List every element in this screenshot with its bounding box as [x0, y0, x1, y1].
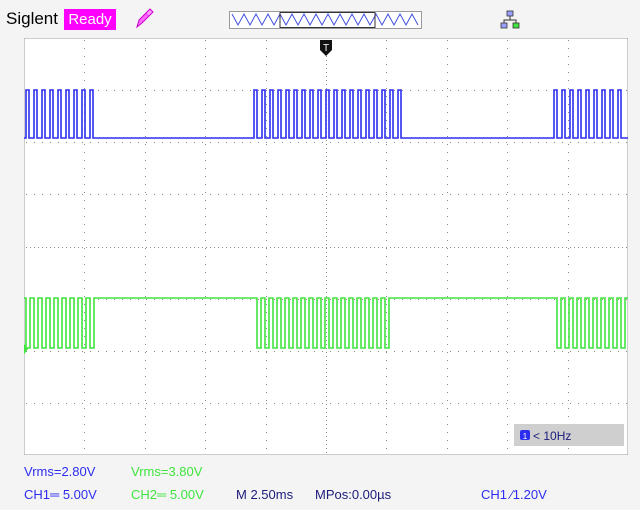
- oscilloscope-display[interactable]: T 1 2 1 < 10Hz: [24, 38, 628, 455]
- ch2-level-marker[interactable]: 2: [24, 341, 28, 357]
- memory-position[interactable]: MPos:0.00µs: [315, 487, 392, 502]
- probe-icon[interactable]: [131, 7, 155, 31]
- top-status-bar: Siglent Ready: [0, 0, 640, 36]
- ch2-waveform: [24, 297, 628, 349]
- waveform-position-strip[interactable]: [229, 11, 422, 29]
- timebase-setting[interactable]: M 2.50ms: [236, 487, 294, 502]
- network-icon: [500, 10, 520, 29]
- run-status-badge[interactable]: Ready: [64, 9, 116, 30]
- trigger-frequency-box: 1 < 10Hz: [514, 424, 624, 446]
- ch1-vrms: Vrms=2.80V: [24, 464, 96, 479]
- trigger-setting[interactable]: CH1 ∕1.20V: [481, 487, 547, 502]
- waveform-strip-icon: [231, 12, 419, 28]
- trigger-freq-marker: 1: [523, 432, 528, 441]
- measurement-footer: Vrms=2.80V Vrms=3.80V CH1═ 5.00V CH2═ 5.…: [0, 458, 640, 510]
- trigger-frequency-value: < 10Hz: [533, 429, 571, 443]
- ch1-indicator-icon: [520, 430, 530, 440]
- trigger-position-marker[interactable]: T: [320, 40, 332, 56]
- ch1-waveform: [24, 89, 628, 139]
- ch2-scale[interactable]: CH2═ 5.00V: [131, 487, 204, 502]
- trigger-marker-label: T: [323, 43, 329, 54]
- ch1-scale[interactable]: CH1═ 5.00V: [24, 487, 97, 502]
- brand-label: Siglent: [6, 9, 58, 28]
- ch2-vrms: Vrms=3.80V: [131, 464, 203, 479]
